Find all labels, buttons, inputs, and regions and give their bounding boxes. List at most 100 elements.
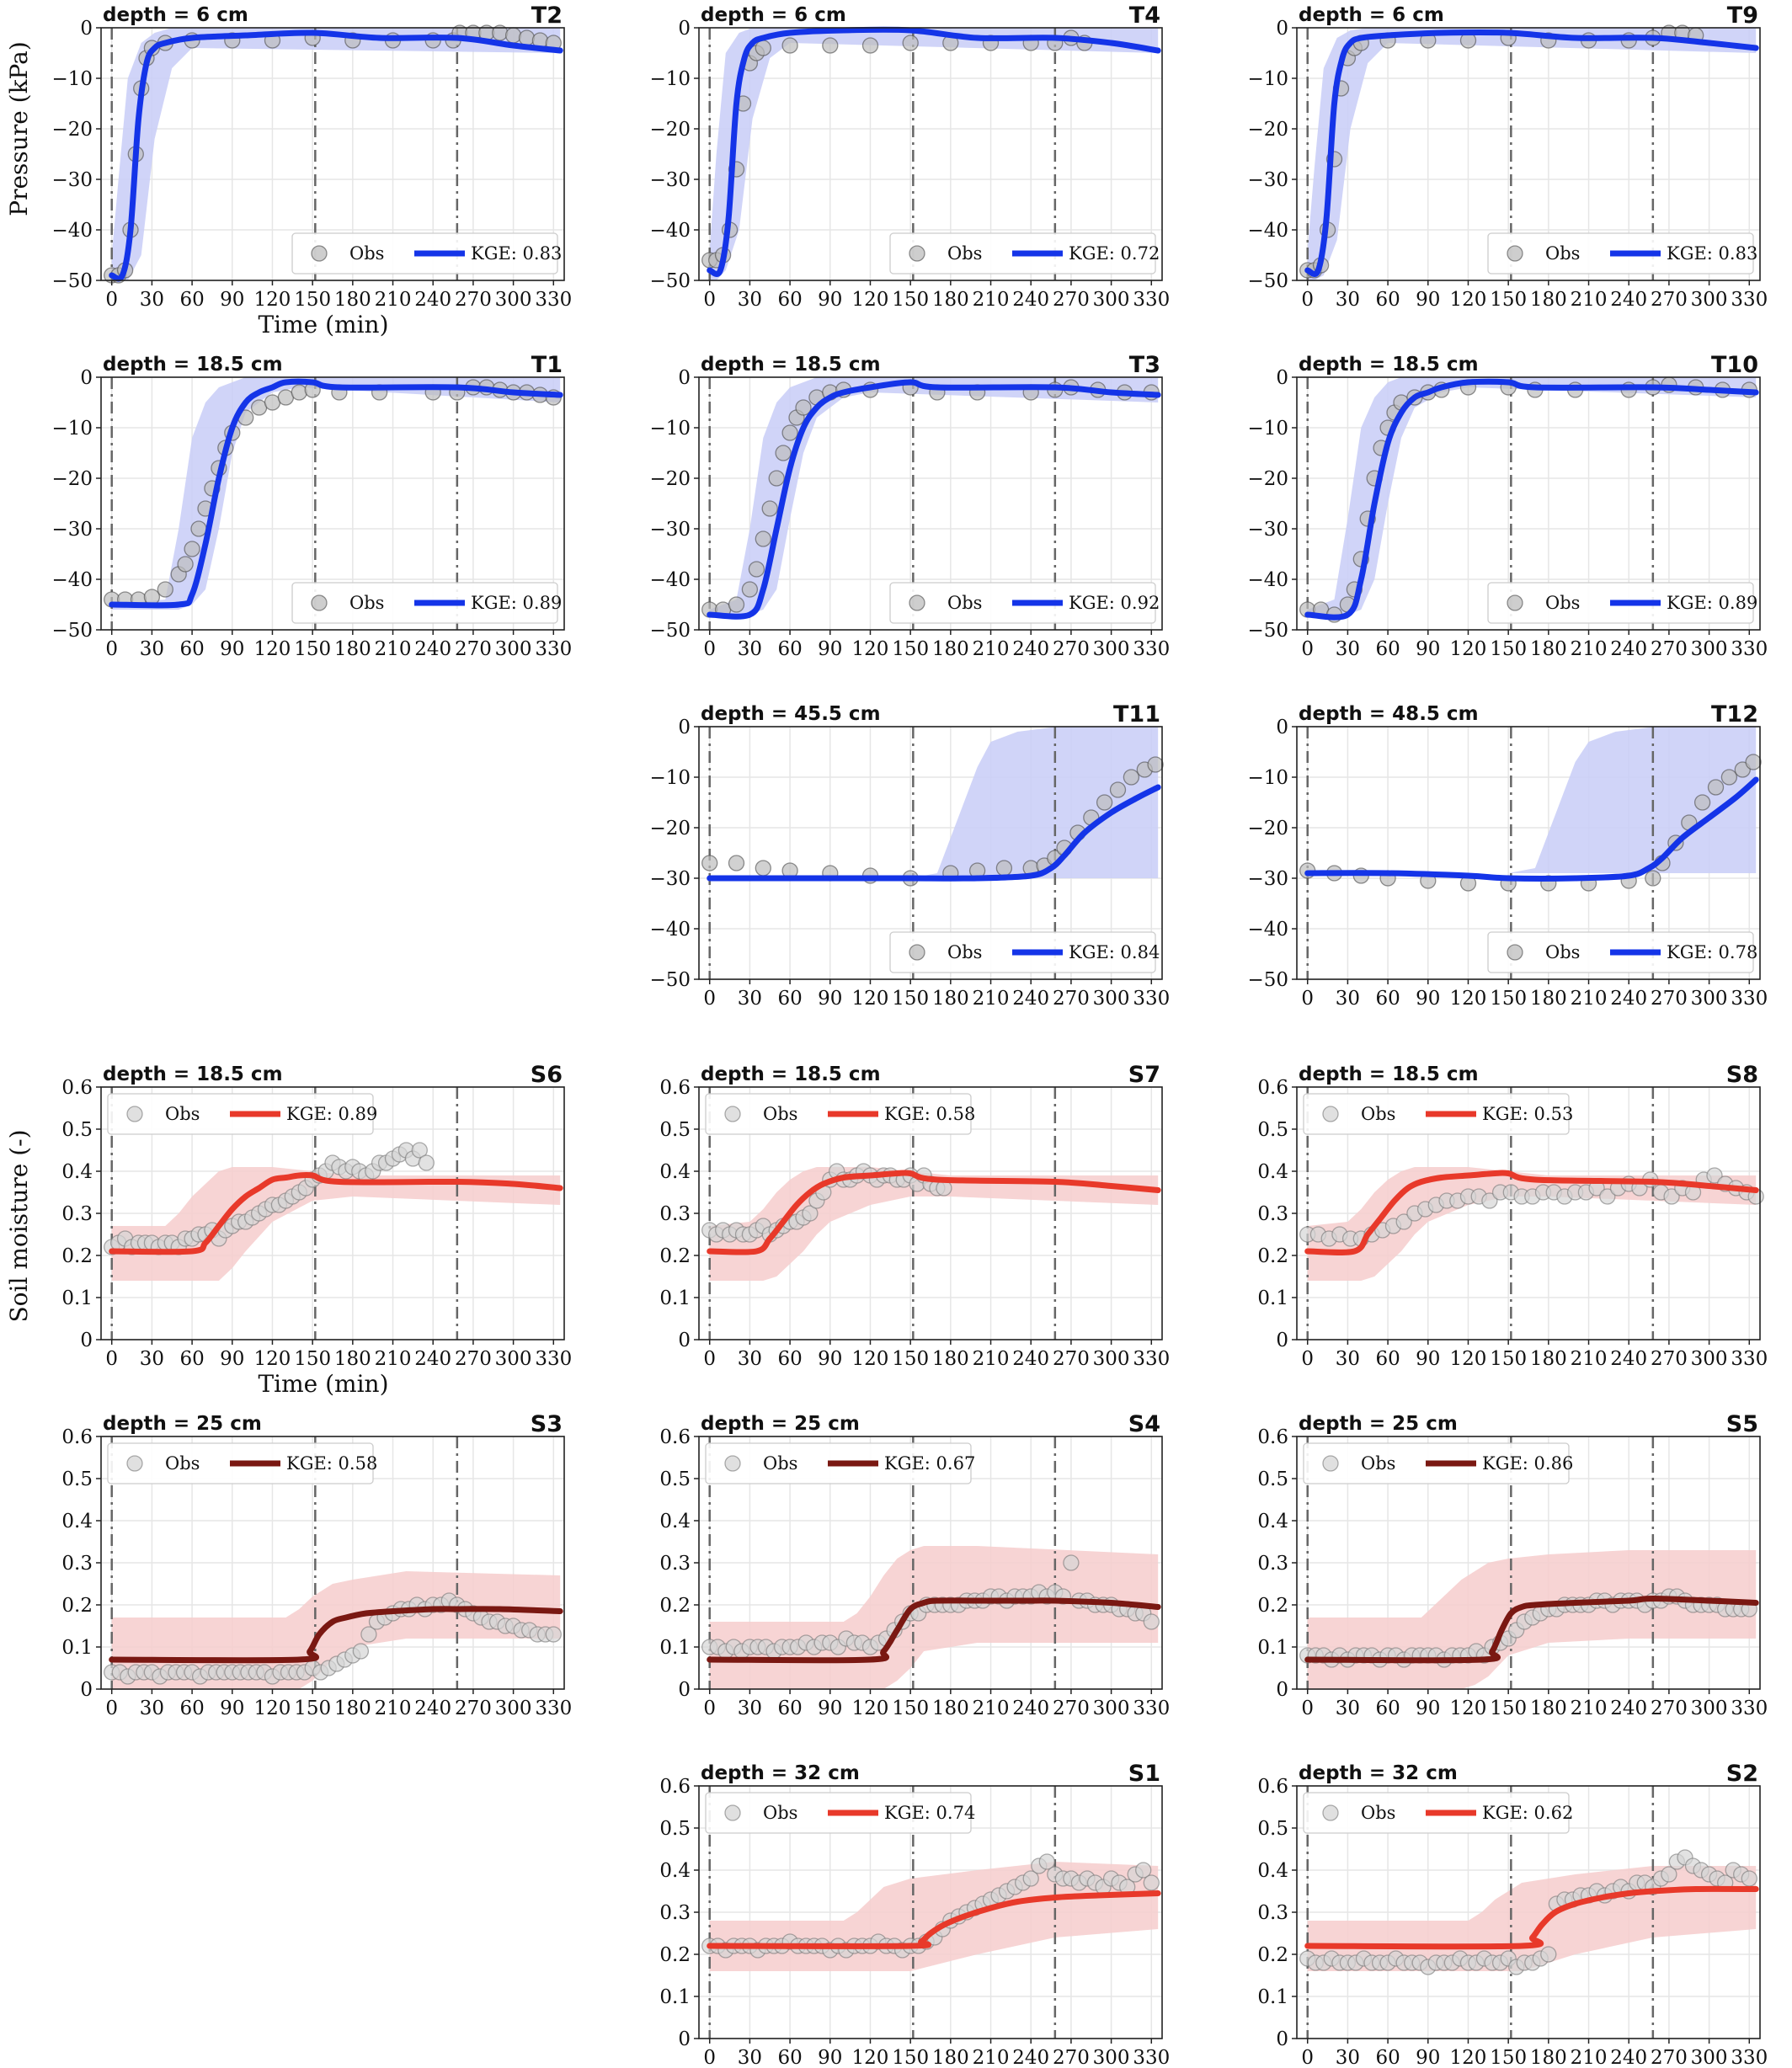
x-tick-label: 90	[220, 1348, 244, 1370]
x-tick-label: 150	[294, 289, 331, 311]
legend: Obs KGE: 0.83	[1487, 232, 1757, 274]
y-tick-label: 0.3	[659, 1553, 691, 1575]
x-tick-label: 0	[1301, 638, 1314, 660]
y-tick-label: 0.5	[1257, 1119, 1288, 1141]
x-tick-label: 30	[140, 1698, 164, 1719]
x-tick-label: 210	[973, 1348, 1010, 1370]
plot-frame	[100, 376, 565, 631]
y-tick-label: 0.4	[61, 1511, 93, 1532]
obs-point	[1147, 756, 1164, 773]
obs-point	[1481, 1192, 1498, 1209]
y-tick-label: 0.4	[1257, 1511, 1288, 1532]
x-tick-label: 120	[254, 1348, 291, 1370]
obs-point	[1745, 754, 1762, 770]
legend-model-label: KGE: 0.78	[1667, 942, 1757, 962]
legend-obs-label: Obs	[763, 1104, 797, 1124]
obs-point	[1109, 781, 1127, 798]
panel-s1: 0 30 60 90 120 150 180 210 240 270 300 330 0 0.1 0.2 0.…	[659, 1761, 1170, 2068]
legend-model-label: KGE: 0.84	[1069, 942, 1160, 962]
x-tick-label: 240	[1012, 289, 1049, 311]
model-line	[707, 1170, 1161, 1255]
legend-obs-marker	[311, 245, 328, 262]
x-tick-label: 240	[414, 1348, 451, 1370]
y-tick-label: 0.1	[61, 1287, 93, 1309]
depth-label: depth = 32 cm	[701, 1762, 860, 1784]
x-tick-label: 240	[1610, 1698, 1647, 1719]
x-tick-label: 180	[334, 1348, 371, 1370]
x-tick-label: 0	[105, 289, 118, 311]
uncertainty-band	[1307, 1167, 1757, 1281]
y-tick-label: −40	[649, 220, 691, 242]
x-tick-label: 330	[1133, 1348, 1170, 1370]
legend: Obs KGE: 0.89	[1487, 582, 1757, 624]
y-tick-label: −50	[51, 270, 93, 292]
y-tick-label: 0	[1276, 1330, 1288, 1351]
y-tick-label: 0.3	[659, 1203, 691, 1225]
x-tick-label: 210	[1571, 1698, 1608, 1719]
x-tick-label: 30	[1336, 289, 1360, 311]
x-tick-label: 30	[1336, 988, 1360, 1010]
panel-title: S6	[531, 1062, 563, 1088]
y-tick-label: −30	[51, 169, 93, 191]
panel-s4: 0 30 60 90 120 150 180 210 240 270 300 330 0 0.1 0.2 0.…	[659, 1411, 1170, 1719]
x-tick-label: 300	[1691, 638, 1728, 660]
depth-label: depth = 25 cm	[1299, 1413, 1458, 1435]
legend-model-label: KGE: 0.86	[1482, 1453, 1573, 1474]
panel-title: T4	[1129, 3, 1160, 29]
x-tick-label: 270	[1651, 988, 1688, 1010]
legend: Obs KGE: 0.58	[705, 1093, 975, 1135]
legend-obs-marker	[909, 594, 925, 611]
y-tick-label: −40	[1247, 220, 1288, 242]
x-tick-label: 240	[414, 638, 451, 660]
y-tick-label: −40	[51, 220, 93, 242]
obs-point	[291, 384, 307, 401]
x-tick-label: 240	[1610, 1348, 1647, 1370]
y-tick-label: 0	[678, 18, 691, 40]
obs-point	[741, 581, 759, 598]
obs-point	[1038, 1853, 1055, 1870]
obs-point	[504, 27, 522, 44]
model-line	[707, 26, 1161, 277]
obs-point	[1063, 1554, 1080, 1571]
y-tick-label: −40	[1247, 919, 1288, 941]
legend-obs-label: Obs	[1545, 593, 1580, 613]
legend-obs-label: Obs	[763, 1453, 797, 1474]
x-tick-label: 60	[777, 1698, 802, 1719]
obs-point	[1599, 1188, 1616, 1205]
panel-s7: 0 30 60 90 120 150 180 210 240 270 300 330 0 0.1 0.2 0.…	[659, 1062, 1170, 1370]
x-tick-label: 0	[105, 1698, 118, 1719]
y-tick-label: 0.4	[1257, 1161, 1288, 1183]
y-tick-label: 0	[1276, 18, 1288, 40]
x-tick-label: 120	[852, 289, 889, 311]
x-tick-label: 330	[1731, 289, 1768, 311]
x-tick-label: 300	[495, 1348, 532, 1370]
x-tick-label: 120	[254, 1698, 291, 1719]
legend: Obs KGE: 0.89	[291, 582, 562, 624]
x-tick-label: 180	[1530, 1698, 1567, 1719]
uncertainty-band	[709, 727, 1159, 878]
y-tick-label: −40	[51, 569, 93, 591]
x-tick-label: 270	[1053, 1698, 1090, 1719]
y-tick-label: 0.3	[61, 1553, 93, 1575]
x-tick-label: 60	[1375, 1698, 1400, 1719]
y-tick-label: −50	[1247, 270, 1288, 292]
x-tick-label: 180	[1530, 289, 1567, 311]
legend-obs-label: Obs	[165, 1104, 200, 1124]
legend: Obs KGE: 0.78	[1487, 931, 1757, 973]
plot-frame	[698, 27, 1163, 281]
panel-title: T1	[531, 352, 563, 378]
y-tick-label: 0	[678, 367, 691, 389]
y-tick-label: 0.5	[659, 1468, 691, 1490]
obs-point	[545, 1626, 562, 1643]
x-tick-label: 180	[932, 638, 969, 660]
x-tick-label: 300	[1093, 289, 1130, 311]
y-tick-label: 0.6	[61, 1077, 93, 1099]
y-tick-label: 0.5	[1257, 1818, 1288, 1840]
x-tick-label: 270	[1053, 2047, 1090, 2068]
obs-point	[1741, 1870, 1757, 1887]
model-line	[1304, 1885, 1759, 1950]
y-tick-label: 0.2	[1257, 1595, 1288, 1617]
obs-point	[177, 556, 194, 573]
panel-title: S8	[1726, 1062, 1758, 1088]
legend-obs-marker	[724, 1455, 741, 1472]
